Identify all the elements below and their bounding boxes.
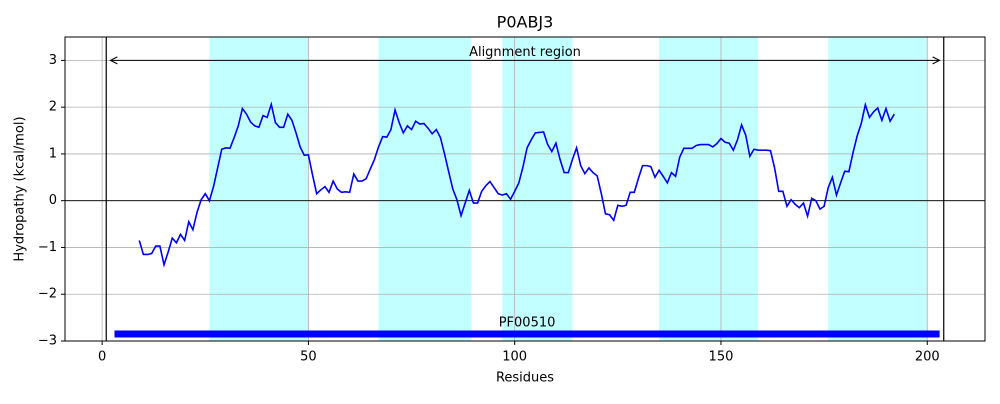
plot-area: Alignment region PF00510 <box>65 37 985 341</box>
domain-label: PF00510 <box>499 315 556 330</box>
x-tick-label: 200 <box>915 350 940 365</box>
x-tick-label: 50 <box>300 350 317 365</box>
x-tick-label: 0 <box>98 350 106 365</box>
y-tick-label: −3 <box>38 334 57 349</box>
shaded-region <box>828 37 928 341</box>
shaded-region <box>659 37 759 341</box>
arrow-head <box>109 56 118 65</box>
x-tick-label: 100 <box>502 350 527 365</box>
x-axis-label: Residues <box>496 371 554 386</box>
x-tick-label: 150 <box>709 350 734 365</box>
hydropathy-line <box>138 101 895 268</box>
y-axis-label: Hydropathy (kcal/mol) <box>13 116 28 261</box>
y-tick-label: −1 <box>38 240 57 255</box>
shaded-region <box>209 37 309 341</box>
y-tick-label: 0 <box>49 193 57 208</box>
axes: 0 50 100 150 200 −3 −2 −1 0 1 2 3 <box>38 36 986 365</box>
y-tick-label: −2 <box>38 287 57 302</box>
y-tick-label: 2 <box>49 100 57 115</box>
shaded-region <box>502 37 573 341</box>
axes-frame <box>64 36 986 342</box>
annotation-text: Alignment region <box>469 45 581 60</box>
arrow-head <box>932 56 941 65</box>
y-tick-label: 1 <box>49 146 57 161</box>
domain-bar <box>114 330 940 338</box>
shaded-region <box>378 37 472 341</box>
y-tick-label: 3 <box>49 53 57 68</box>
chart-title: P0ABJ3 <box>497 13 554 32</box>
